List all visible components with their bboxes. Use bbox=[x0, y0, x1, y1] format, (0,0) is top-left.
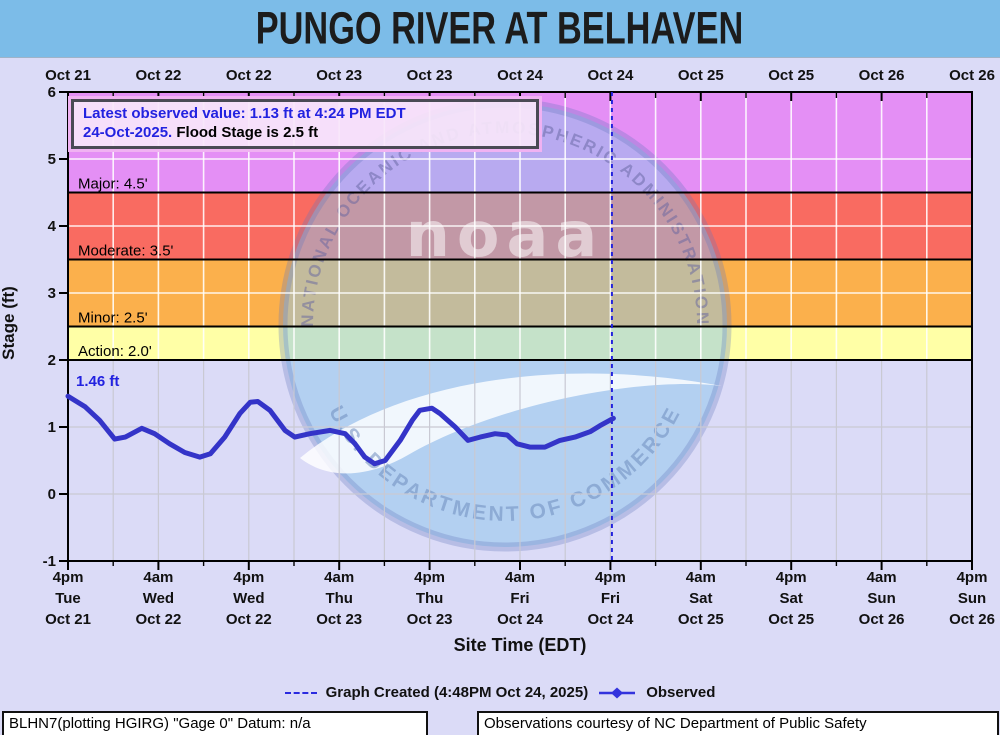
y-axis-label: 4 bbox=[48, 218, 57, 235]
top-axis-label: Oct 26 bbox=[859, 67, 905, 84]
noaa-logo-watermark: NATIONAL OCEANIC AND ATMOSPHERIC ADMINIS… bbox=[278, 98, 732, 552]
bottom-axis-label: Wed bbox=[233, 590, 264, 607]
bottom-axis-label: Oct 25 bbox=[768, 611, 814, 628]
bottom-axis-label: Oct 22 bbox=[135, 611, 181, 628]
bottom-axis-label: Oct 26 bbox=[949, 611, 995, 628]
bottom-axis-label: 4pm bbox=[957, 569, 988, 586]
top-axis-label: Oct 24 bbox=[497, 67, 544, 84]
top-axis-label: Oct 23 bbox=[316, 67, 362, 84]
flood-label-moderate: Moderate: 3.5' bbox=[78, 243, 174, 260]
bottom-axis-label: Wed bbox=[143, 590, 174, 607]
top-axis-label: Oct 22 bbox=[226, 67, 272, 84]
bottom-axis-label: Oct 26 bbox=[859, 611, 905, 628]
page-title: PUNGO RIVER AT BELHAVEN bbox=[256, 2, 744, 54]
info-line2-date: 24-Oct-2025. bbox=[83, 124, 173, 141]
bottom-axis-label: Oct 24 bbox=[587, 611, 634, 628]
legend-created-label: Graph Created (4:48PM Oct 24, 2025) bbox=[325, 684, 589, 701]
gridlines-layer bbox=[68, 92, 972, 561]
bottom-axis-label: Sat bbox=[689, 590, 712, 607]
x-axis-title: Site Time (EDT) bbox=[454, 635, 587, 655]
bottom-axis-label: Sat bbox=[780, 590, 803, 607]
latest-observed-info-box: Latest observed value: 1.13 ft at 4:24 P… bbox=[68, 96, 542, 152]
flood-label-minor: Minor: 2.5' bbox=[78, 310, 148, 327]
bottom-axis-label: Fri bbox=[510, 590, 529, 607]
y-axis-label: -1 bbox=[43, 553, 56, 570]
bottom-axis-label: Fri bbox=[601, 590, 620, 607]
top-axis-label: Oct 25 bbox=[678, 67, 724, 84]
flood-label-major: Major: 4.5' bbox=[78, 176, 148, 193]
y-axis-title: Stage (ft) bbox=[0, 286, 18, 360]
bottom-axis-label: Oct 22 bbox=[226, 611, 272, 628]
series-layer: 1.46 ft bbox=[65, 92, 616, 561]
hydrograph-chart: NATIONAL OCEANIC AND ATMOSPHERIC ADMINIS… bbox=[0, 67, 995, 655]
bottom-axis-label: 4pm bbox=[414, 569, 445, 586]
info-line2-floodstage: Flood Stage is 2.5 ft bbox=[172, 124, 319, 141]
bottom-axis-label: Thu bbox=[416, 590, 444, 607]
bottom-axis-label: Oct 25 bbox=[678, 611, 724, 628]
y-axis-label: 6 bbox=[48, 84, 56, 101]
bottom-axis-label: Thu bbox=[325, 590, 353, 607]
legend-observed-label: Observed bbox=[646, 684, 716, 701]
observations-credit-bar: Observations courtesy of NC Department o… bbox=[477, 711, 999, 735]
bottom-axis-label: Oct 23 bbox=[316, 611, 362, 628]
y-axis-label: 1 bbox=[48, 419, 56, 436]
noaa-circle bbox=[278, 98, 732, 552]
bottom-axis-label: 4am bbox=[686, 569, 716, 586]
y-axis-label: 3 bbox=[48, 285, 56, 302]
legend: Graph Created (4:48PM Oct 24, 2025) Obse… bbox=[0, 684, 1000, 701]
bottom-axis-label: Sun bbox=[958, 590, 986, 607]
flood-label-action: Action: 2.0' bbox=[78, 343, 152, 360]
observed-marker-icon bbox=[599, 687, 636, 698]
info-line1: Latest observed value: 1.13 ft at 4:24 P… bbox=[83, 105, 406, 122]
title-bar: PUNGO RIVER AT BELHAVEN bbox=[0, 0, 1000, 58]
observed-line bbox=[65, 393, 616, 467]
bottom-axis-label: 4am bbox=[324, 569, 354, 586]
bottom-axis-label: 4am bbox=[867, 569, 897, 586]
top-axis-label: Oct 21 bbox=[45, 67, 91, 84]
y-axis-label: 2 bbox=[48, 352, 56, 369]
top-axis-label: Oct 23 bbox=[407, 67, 453, 84]
seagull-icon bbox=[300, 373, 722, 474]
start-value-label: 1.46 ft bbox=[76, 373, 119, 390]
bottom-axis-label: 4pm bbox=[776, 569, 807, 586]
station-id-bar: BLHN7(plotting HGIRG) "Gage 0" Datum: n/… bbox=[2, 711, 428, 735]
top-axis-label: Oct 25 bbox=[768, 67, 814, 84]
bottom-axis-label: Tue bbox=[55, 590, 81, 607]
graph-created-dash-icon bbox=[284, 691, 317, 694]
top-axis-label: Oct 22 bbox=[135, 67, 181, 84]
bottom-axis-label: 4pm bbox=[233, 569, 264, 586]
y-axis-label: 0 bbox=[48, 486, 56, 503]
bottom-axis-label: 4pm bbox=[53, 569, 84, 586]
bottom-axis-label: 4am bbox=[143, 569, 173, 586]
top-axis-label: Oct 26 bbox=[949, 67, 995, 84]
bottom-axis-label: 4am bbox=[505, 569, 535, 586]
bottom-axis-label: Oct 21 bbox=[45, 611, 91, 628]
y-axis-label: 5 bbox=[48, 151, 56, 168]
bottom-axis-label: 4pm bbox=[595, 569, 626, 586]
top-axis-label: Oct 24 bbox=[587, 67, 634, 84]
bottom-axis-label: Oct 24 bbox=[497, 611, 544, 628]
bottom-axis-label: Sun bbox=[867, 590, 895, 607]
bottom-axis-label: Oct 23 bbox=[407, 611, 453, 628]
axes-layer: Major: 4.5' Moderate: 3.5' Minor: 2.5' Acti… bbox=[0, 67, 995, 655]
